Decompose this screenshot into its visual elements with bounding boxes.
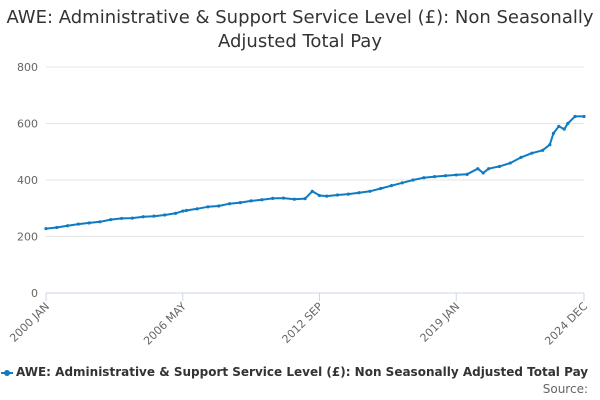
- x-axis-ticks: 2000 JAN 2006 MAY 2012 SEP 2019 JAN 2024 DEC: [7, 293, 590, 348]
- data-point: [422, 176, 426, 180]
- x-tick-label: 2006 MAY: [141, 300, 189, 348]
- data-point: [465, 172, 469, 176]
- y-tick-label: 800: [17, 61, 38, 74]
- data-point: [163, 213, 167, 217]
- y-axis-ticks: 0 200 400 600 800: [17, 61, 38, 300]
- data-point: [184, 208, 188, 213]
- data-point: [379, 186, 383, 191]
- data-point: [310, 189, 314, 193]
- data-point: [487, 167, 491, 171]
- data-point: [557, 124, 561, 128]
- data-point: [181, 209, 185, 213]
- gridlines: [46, 66, 584, 237]
- data-point: [368, 189, 372, 193]
- y-tick-label: 400: [17, 174, 38, 187]
- data-point: [109, 217, 113, 222]
- x-tick-label: 2019 JAN: [418, 300, 463, 345]
- data-point: [317, 193, 322, 198]
- data-point: [476, 167, 480, 171]
- series-line: [45, 115, 584, 230]
- data-point: [551, 131, 556, 135]
- data-point: [562, 127, 566, 131]
- data-point: [206, 205, 210, 209]
- data-point: [76, 222, 80, 226]
- legend-label: AWE: Administrative & Support Service Le…: [16, 365, 589, 379]
- data-point: [573, 114, 577, 119]
- legend[interactable]: AWE: Administrative & Support Service Le…: [0, 363, 600, 383]
- data-point: [119, 216, 124, 221]
- data-point: [389, 184, 394, 188]
- data-point: [217, 204, 221, 208]
- data-point: [582, 114, 586, 119]
- x-tick-label: 2000 JAN: [7, 300, 52, 345]
- data-point: [357, 191, 361, 195]
- data-point: [130, 216, 134, 220]
- data-point: [98, 220, 102, 224]
- data-point: [411, 178, 415, 182]
- y-tick-label: 600: [17, 118, 38, 131]
- data-point: [227, 202, 232, 206]
- data-point: [530, 151, 534, 155]
- data-point: [44, 226, 48, 231]
- data-point: [195, 207, 199, 211]
- data-point: [548, 143, 552, 147]
- legend-marker-icon: [1, 370, 13, 376]
- data-point: [87, 221, 91, 225]
- x-tick-label: 2012 SEP: [280, 300, 326, 346]
- y-tick-label: 0: [31, 287, 38, 300]
- data-point: [141, 215, 145, 219]
- data-point: [292, 197, 296, 201]
- y-tick-label: 200: [17, 231, 38, 244]
- data-point: [65, 224, 70, 228]
- data-point: [271, 196, 275, 200]
- data-point: [566, 121, 570, 126]
- data-point: [481, 171, 485, 175]
- data-point: [173, 211, 178, 215]
- source-label: Source:: [542, 382, 588, 396]
- data-point: [335, 193, 340, 197]
- series-layer: [44, 114, 586, 231]
- data-point: [400, 181, 404, 185]
- x-tick-label: 2024 DEC: [542, 300, 590, 348]
- data-point: [260, 198, 264, 202]
- data-point: [508, 161, 512, 165]
- data-point: [541, 148, 545, 152]
- data-point: [433, 175, 437, 179]
- data-point: [152, 214, 156, 218]
- data-point: [519, 155, 523, 159]
- data-point: [346, 192, 350, 196]
- data-point: [249, 199, 253, 203]
- data-point: [281, 196, 286, 200]
- data-point: [55, 225, 59, 230]
- data-point: [303, 197, 307, 201]
- data-point: [497, 164, 502, 169]
- data-point: [325, 194, 329, 198]
- data-point: [238, 201, 242, 205]
- data-point: [443, 174, 448, 178]
- data-point: [454, 173, 458, 177]
- chart-title: AWE: Administrative & Support Service Le…: [6, 7, 594, 52]
